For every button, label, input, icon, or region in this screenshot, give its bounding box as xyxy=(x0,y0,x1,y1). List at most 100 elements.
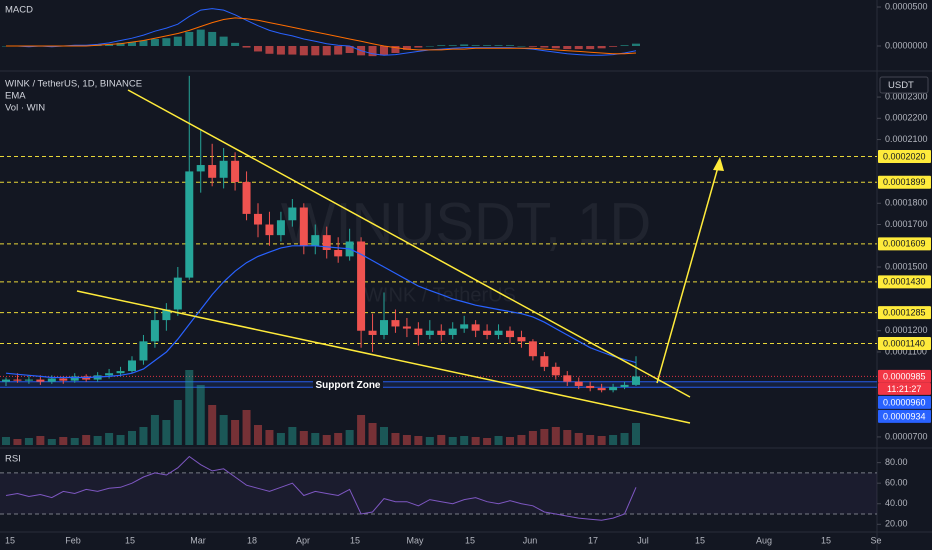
macd-histogram-bar xyxy=(551,45,560,49)
volume-bar xyxy=(265,430,274,445)
macd-histogram-bar xyxy=(574,45,583,50)
candle-body xyxy=(528,341,537,357)
candle-body xyxy=(150,320,159,342)
candle-body xyxy=(574,381,583,386)
rsi-line xyxy=(5,455,637,521)
macd-histogram-bar xyxy=(322,45,331,56)
trendline-lower xyxy=(76,290,691,424)
currency-button[interactable] xyxy=(879,76,929,94)
price-label-box xyxy=(878,237,931,251)
x-tick-label: 17 xyxy=(588,535,598,545)
macd-histogram-bar xyxy=(219,36,228,46)
macd-histogram-bar xyxy=(483,45,492,46)
candle-body xyxy=(563,375,572,382)
candle-body xyxy=(322,235,331,251)
macd-histogram-bar xyxy=(391,45,400,54)
volume-bar xyxy=(574,433,583,445)
macd-histogram-bar xyxy=(528,45,537,47)
candle-body xyxy=(139,341,148,361)
volume-bar xyxy=(540,429,549,445)
candle-body xyxy=(471,324,480,331)
volume-bar xyxy=(391,433,400,445)
x-tick-label: 15 xyxy=(5,535,15,545)
candle-body xyxy=(185,171,194,278)
volume-bar xyxy=(105,433,114,445)
macd-histogram-bar xyxy=(414,45,423,48)
macd-histogram-bar xyxy=(506,45,514,46)
candle-body xyxy=(299,207,308,246)
support-zone-label-bg xyxy=(313,379,383,391)
x-tick-label: Apr xyxy=(296,535,310,545)
x-tick-label: Jun xyxy=(523,535,538,545)
candle-body xyxy=(632,376,640,385)
volume-bar xyxy=(139,427,148,445)
volume-bar xyxy=(36,436,45,445)
x-tick-label: 15 xyxy=(821,535,831,545)
macd-histogram-bar xyxy=(368,45,377,57)
price-label-box xyxy=(878,275,931,289)
volume-bar xyxy=(437,435,446,445)
volume-bar xyxy=(334,433,343,445)
macd-histogram-bar xyxy=(242,45,251,48)
candle-body xyxy=(506,330,514,338)
volume-bar xyxy=(380,427,388,445)
macd-histogram-bar xyxy=(105,44,114,46)
trendline-upper xyxy=(127,89,691,398)
macd-histogram-bar xyxy=(632,43,640,46)
macd-histogram-bar xyxy=(586,45,595,50)
vol-label: Vol · WIN xyxy=(5,103,45,114)
volume-bar xyxy=(219,415,228,445)
volume-bar xyxy=(2,437,10,445)
price-label: 0.0001140 xyxy=(883,338,925,348)
x-tick-label: Feb xyxy=(65,535,81,545)
y-tick-label: 40.00 xyxy=(885,498,908,508)
y-tick-label: 0.0002300 xyxy=(885,91,928,101)
macd-histogram-bar xyxy=(540,45,549,48)
rsi-label: RSI xyxy=(5,454,21,465)
candle-body xyxy=(265,224,274,236)
candle-body xyxy=(414,328,423,335)
currency-label[interactable]: USDT xyxy=(888,80,914,91)
candle-body xyxy=(380,320,388,335)
macd-histogram-bar xyxy=(139,40,148,46)
macd-histogram-bar xyxy=(380,45,388,56)
volume-bar xyxy=(357,415,366,445)
volume-bar xyxy=(59,437,68,445)
volume-bar xyxy=(471,437,480,445)
volume-bar xyxy=(494,436,503,445)
rsi-band xyxy=(0,472,877,515)
candle-body xyxy=(448,328,457,335)
candle-body xyxy=(425,330,434,335)
x-tick-label: 15 xyxy=(695,535,705,545)
volume-bar xyxy=(116,435,125,445)
countdown: 11:21:27 xyxy=(887,384,921,394)
price-label-box xyxy=(878,395,931,409)
volume-bar xyxy=(288,427,297,445)
macd-histogram-bar xyxy=(494,45,503,46)
y-tick-label: 0.0001100 xyxy=(885,346,927,356)
macd-histogram-bar xyxy=(150,38,159,46)
candle-body xyxy=(47,378,56,382)
y-tick-label: 0.0002200 xyxy=(885,113,928,123)
y-tick-label: 0.0001700 xyxy=(885,219,928,229)
ema-line xyxy=(5,245,637,379)
volume-bar xyxy=(632,423,640,445)
candle-body xyxy=(483,330,492,335)
volume-bar xyxy=(185,370,194,445)
target-arrow xyxy=(656,159,721,384)
candle-body xyxy=(460,324,469,329)
y-tick-label: 0.0000000 xyxy=(885,40,928,50)
volume-bar xyxy=(47,439,56,445)
macd-histogram-bar xyxy=(116,42,125,46)
macd-histogram-bar xyxy=(185,31,194,46)
price-label: 0.0001609 xyxy=(883,239,926,249)
candle-body xyxy=(36,379,45,382)
price-label-box xyxy=(878,150,931,164)
macd-histogram-bar xyxy=(402,45,411,50)
y-tick-label: 0.0001800 xyxy=(885,198,928,208)
volume-bar xyxy=(208,405,217,445)
volume-bar xyxy=(150,415,159,445)
price-label: 0.0000934 xyxy=(883,411,926,421)
macd-histogram-bar xyxy=(265,45,274,54)
macd-histogram-bar xyxy=(208,31,217,46)
